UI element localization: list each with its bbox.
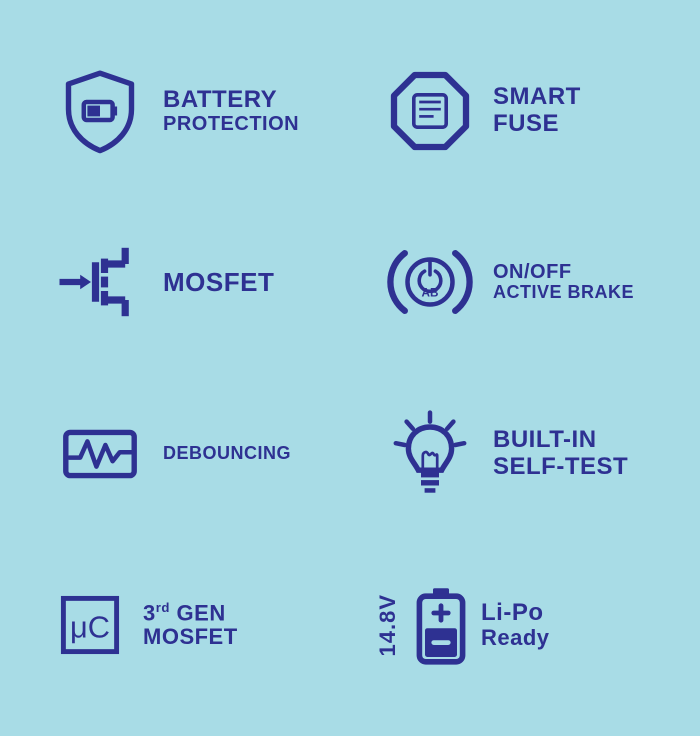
feature-subtitle: FUSE bbox=[493, 111, 581, 137]
battery-voltage-icon bbox=[411, 585, 471, 665]
feature-title: MOSFET bbox=[163, 268, 274, 297]
svg-text:μC: μC bbox=[70, 610, 110, 645]
feature-title: BATTERY bbox=[163, 87, 299, 113]
octagon-chip-icon bbox=[385, 66, 475, 156]
feature-mosfet: MOSFET bbox=[20, 202, 350, 364]
feature-battery-protection: BATTERY PROTECTION bbox=[20, 30, 350, 192]
feature-debouncing: DEBOUNCING bbox=[20, 373, 350, 535]
feature-subtitle: SELF-TEST bbox=[493, 454, 628, 480]
feature-title: 3rd GEN bbox=[143, 601, 238, 626]
feature-title: Li-Po bbox=[481, 600, 550, 626]
mosfet-symbol-icon bbox=[55, 237, 145, 327]
feature-subtitle: Ready bbox=[481, 626, 550, 650]
feature-smart-fuse: SMART FUSE bbox=[350, 30, 680, 192]
feature-gen3-mosfet: μC 3rd GEN MOSFET bbox=[20, 545, 350, 707]
feature-title: DEBOUNCING bbox=[163, 444, 291, 464]
feature-active-brake: AB ON/OFF ACTIVE BRAKE bbox=[350, 202, 680, 364]
lightbulb-rays-icon bbox=[385, 409, 475, 499]
feature-title: BUILT-IN bbox=[493, 427, 628, 453]
voltage-label: 14.8V bbox=[375, 594, 401, 657]
svg-text:AB: AB bbox=[422, 287, 439, 300]
feature-self-test: BUILT-IN SELF-TEST bbox=[350, 373, 680, 535]
feature-subtitle: PROTECTION bbox=[163, 113, 299, 135]
shield-battery-icon bbox=[55, 66, 145, 156]
feature-subtitle: ACTIVE BRAKE bbox=[493, 283, 634, 303]
feature-subtitle: MOSFET bbox=[143, 625, 238, 649]
feature-title: SMART bbox=[493, 84, 581, 110]
uc-square-icon: μC bbox=[55, 590, 125, 660]
feature-title: ON/OFF bbox=[493, 261, 634, 283]
feature-lipo-ready: 14.8V Li-Po Ready bbox=[350, 545, 680, 707]
feature-grid: BATTERY PROTECTION SMART FUSE bbox=[0, 0, 700, 736]
power-ab-brackets-icon: AB bbox=[385, 237, 475, 327]
waveform-box-icon bbox=[55, 409, 145, 499]
